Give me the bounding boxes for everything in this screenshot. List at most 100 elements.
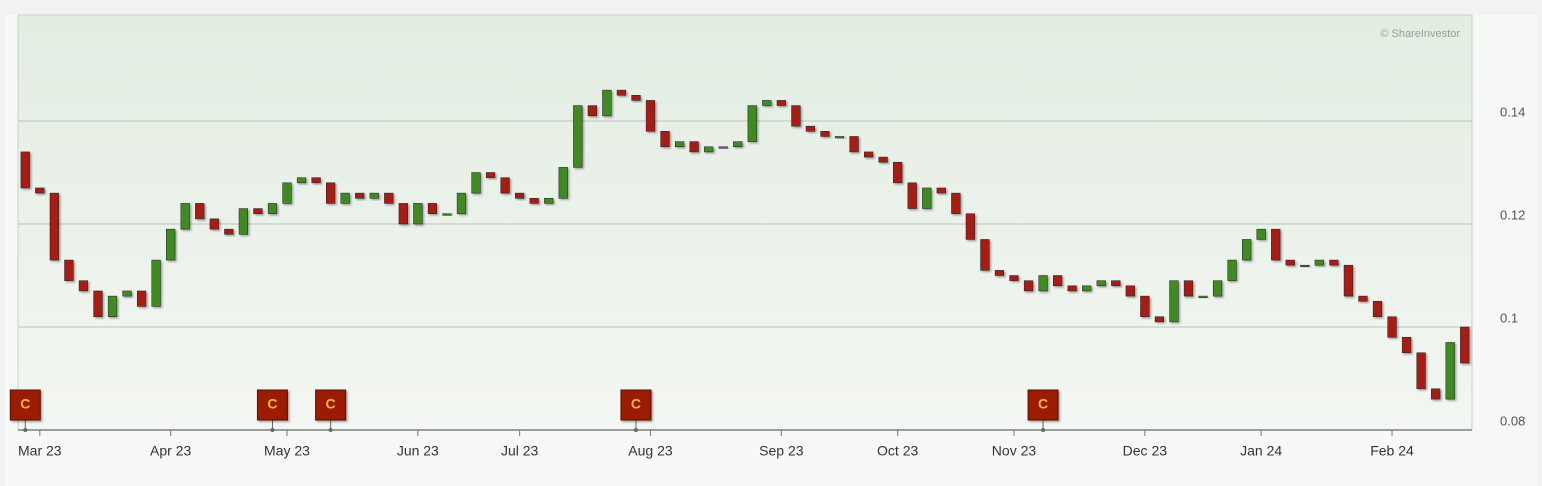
candle-body [267,203,278,214]
candle-body [20,151,30,189]
candle-body [1067,285,1077,292]
candle-body [602,89,612,117]
candle-body [529,198,539,204]
candle-body [1300,264,1310,267]
candle-body [64,259,74,281]
candle-body [107,295,118,317]
x-tick-label: Sep 23 [759,443,804,459]
plot-area [17,14,1473,431]
candle-body [907,182,917,209]
candle-body [733,141,743,148]
candle-body [820,131,830,137]
x-tick-label: Mar 23 [18,443,62,459]
candle-body [1038,275,1048,292]
candle-body [936,187,946,194]
candle-body [1431,388,1441,400]
candle-body [195,203,205,220]
candle-body [49,192,59,261]
candle-body [1460,326,1470,364]
marker-label: C [20,396,30,412]
candle-body [1009,275,1019,281]
candle-body [1358,295,1368,302]
x-tick-label: Oct 23 [877,443,918,459]
candle-body [704,146,714,153]
candle-body [980,239,990,271]
candle-body [166,228,176,261]
candle-body [922,187,932,209]
candle-body [238,208,248,235]
candle-body [616,89,627,96]
candle-body [78,280,89,292]
candle-body [296,177,307,184]
candle-body [1125,285,1135,297]
candle-body [689,141,699,153]
candle-body [573,105,583,168]
marker-label: C [631,396,641,412]
candle-body [849,136,859,153]
candle-body [1416,352,1426,390]
candle-body [863,151,874,158]
candle-body [1401,337,1412,353]
candle-body [1023,280,1034,292]
candle-body [1140,295,1150,317]
candle-body [35,187,45,194]
marker-dot [633,428,638,432]
candle-body [631,95,641,101]
candle-body [1285,259,1295,266]
candle-body [762,100,772,106]
corporate-action-marker [256,389,288,421]
marker-dot [328,428,333,432]
x-tick-label: Jan 24 [1240,443,1282,459]
candle-body [369,192,379,199]
candle-body [325,182,336,204]
marker-dot [1041,428,1046,432]
candle-body [805,125,816,132]
candle-body [485,172,496,178]
candle-body [674,141,685,148]
candle-body [1052,275,1063,287]
candle-body [311,177,321,184]
x-tick-label: Aug 23 [628,443,673,459]
y-tick-label: 0.12 [1500,207,1525,222]
candle-body [209,218,219,230]
candle-body [558,167,568,199]
candle-body [456,192,467,214]
candle-body [791,105,801,127]
candle-body [1111,280,1121,287]
candle-body [1329,259,1339,266]
candle-body [1445,342,1455,400]
candle-body [427,203,438,214]
candle-body [660,131,670,148]
marker-label: C [267,396,277,412]
x-tick-label: Feb 24 [1370,443,1414,459]
candle-body [1242,239,1252,261]
candle-body [500,177,510,194]
marker-dot [23,428,28,432]
candle-body [1096,280,1106,287]
candle-body [1256,228,1266,240]
y-tick-label: 0.08 [1500,413,1525,428]
candle-body [1082,285,1092,292]
y-tick-label: 0.1 [1500,310,1518,325]
candle-body [253,208,263,214]
candle-body [1154,316,1165,323]
candle-body [834,136,845,139]
x-tick-label: Dec 23 [1123,443,1168,459]
marker-dot [270,428,275,432]
y-tick-label: 0.14 [1500,104,1525,119]
candle-body [355,192,365,199]
candle-body [1314,259,1324,266]
candle-body [1387,316,1397,338]
candle-body [587,105,597,117]
candle-body [747,105,757,142]
candle-body [544,198,554,204]
x-tick-label: Apr 23 [150,443,191,459]
watermark: © ShareInvestor [1380,28,1460,40]
candle-body [340,192,350,204]
candle-body [471,172,481,194]
x-tick-label: May 23 [264,443,310,459]
candle-body [384,192,394,204]
candle-body [282,182,292,204]
candle-body [1169,280,1179,323]
